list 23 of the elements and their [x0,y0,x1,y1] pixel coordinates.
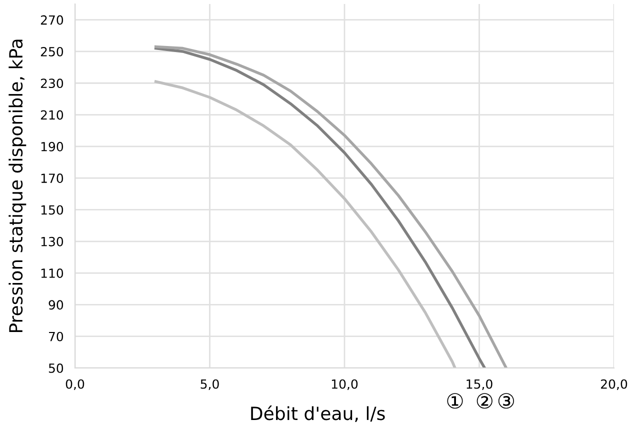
line-series [154,80,456,368]
x-tick-label: 5,0 [200,379,219,390]
y-tick-label: 110 [41,268,64,278]
y-tick-label: 270 [40,15,64,25]
y-tick-label: 190 [41,142,64,152]
series-label: ② [476,393,492,409]
y-axis-title: Pression statique disponible, kPa [8,40,26,332]
series-label: ③ [498,393,514,409]
y-tick-label: 210 [40,110,64,120]
y-tick-label: 90 [48,300,64,310]
y-tick-label: 130 [41,236,64,246]
y-tick-label: 250 [40,46,64,56]
x-tick-label: 15,0 [466,379,492,390]
x-axis-title: Débit d'eau, l/s [251,406,385,422]
x-tick-label: 20,0 [601,379,628,390]
series-label: ① [447,393,463,409]
x-tick-label: 0,0 [66,379,84,390]
y-tick-label: 150 [41,205,64,215]
x-tick-label: 10,0 [332,379,358,390]
y-tick-label: 50 [48,363,64,373]
y-tick-label: 70 [49,332,64,342]
y-tick-label: 230 [40,78,64,88]
y-tick-label: 170 [41,174,64,184]
